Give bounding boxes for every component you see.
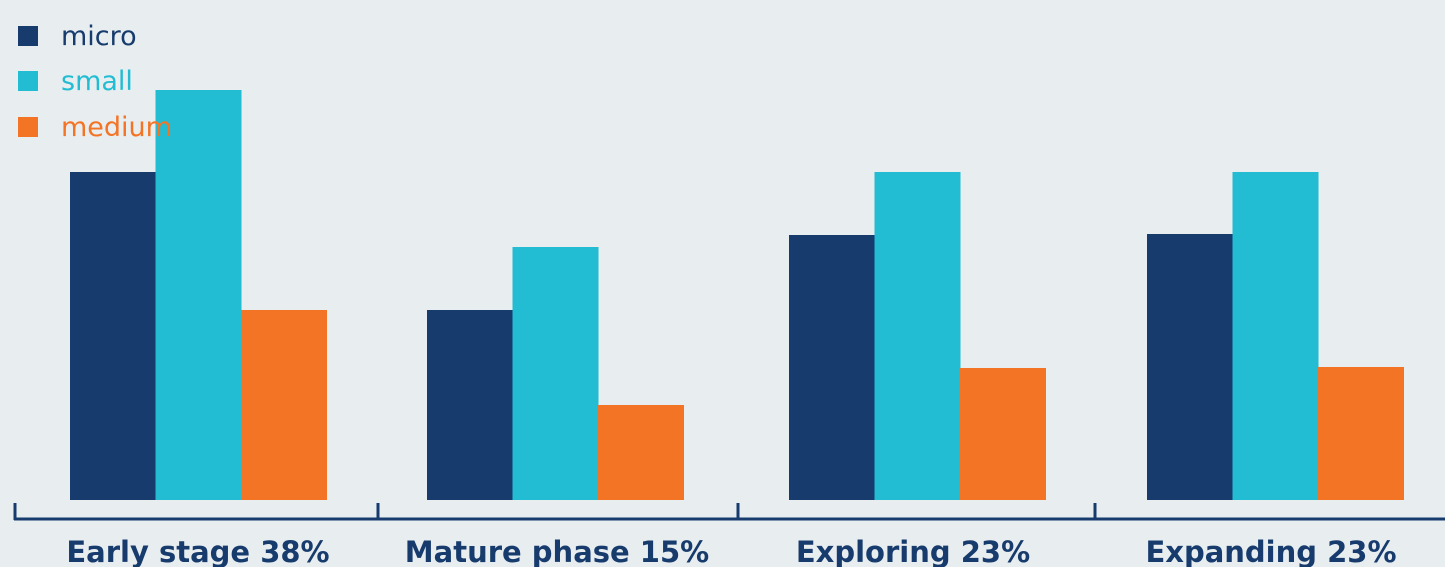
legend-item-micro: micro [18, 21, 137, 52]
bar-micro-early-stage-38 [70, 172, 156, 500]
legend-label-micro: micro [61, 21, 137, 52]
bar-group-mature-phase-15 [427, 247, 684, 500]
bar-small-early-stage-38 [155, 90, 242, 500]
bar-small-exploring-23 [874, 172, 961, 500]
x-axis [13, 503, 1445, 521]
bar-medium-mature-phase-15 [598, 405, 684, 500]
x-tick-label-early-stage-38: Early stage 38% [66, 535, 329, 567]
x-tick-labels: Early stage 38% Mature phase 15% Exploring… [66, 535, 1396, 567]
bar-micro-mature-phase-15 [427, 310, 513, 500]
legend-swatch-small [18, 71, 38, 91]
bar-micro-exploring-23 [789, 235, 875, 500]
bar-small-mature-phase-15 [512, 247, 599, 500]
legend: micro small medium [18, 21, 172, 143]
bar-group-early-stage-38 [70, 90, 327, 500]
bar-medium-exploring-23 [960, 368, 1046, 500]
bar-group-exploring-23 [789, 172, 1046, 500]
legend-label-small: small [61, 66, 133, 97]
bar-micro-expanding-23 [1147, 234, 1233, 500]
x-tick-label-expanding-23: Expanding 23% [1145, 535, 1396, 567]
bars-layer [70, 90, 1404, 500]
x-tick-label-exploring-23: Exploring 23% [796, 535, 1030, 567]
legend-item-small: small [18, 66, 133, 97]
legend-swatch-medium [18, 117, 38, 137]
legend-item-medium: medium [18, 112, 172, 143]
x-tick-label-mature-phase-15: Mature phase 15% [405, 535, 709, 567]
legend-swatch-micro [18, 26, 38, 46]
bar-medium-expanding-23 [1318, 367, 1404, 500]
bar-small-expanding-23 [1232, 172, 1319, 500]
legend-label-medium: medium [61, 112, 172, 143]
bar-medium-early-stage-38 [241, 310, 327, 500]
bar-group-expanding-23 [1147, 172, 1404, 500]
